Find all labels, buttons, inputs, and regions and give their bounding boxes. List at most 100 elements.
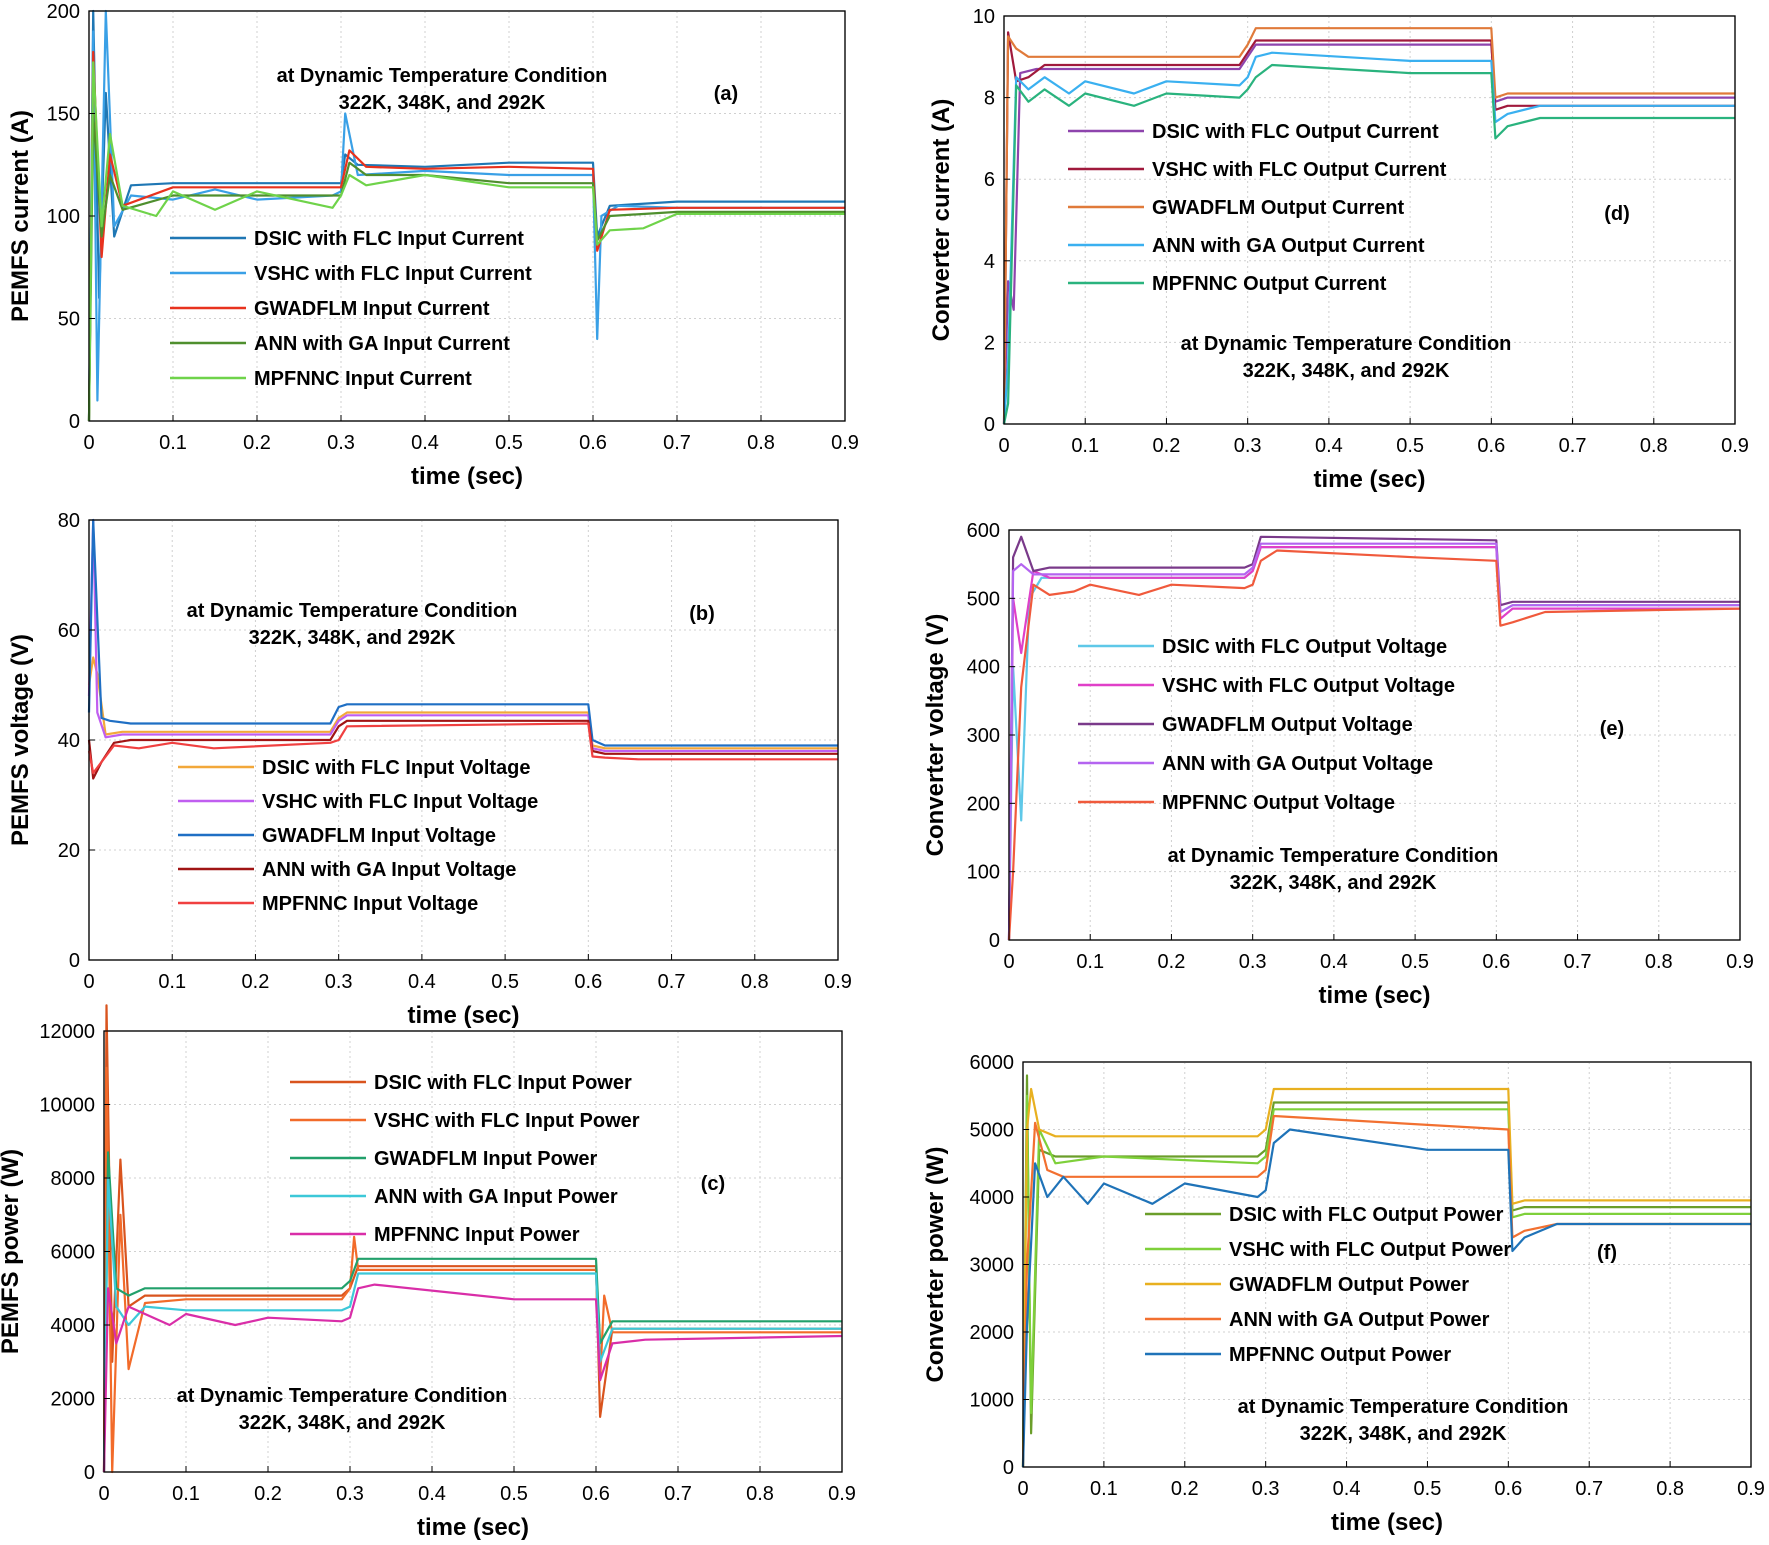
legend-entry: ANN with GA Output Power xyxy=(1229,1309,1490,1331)
annotation-line: 322K, 348K, and 292K xyxy=(1243,360,1450,382)
panel-label: (a) xyxy=(714,83,738,105)
y-tick-label: 2000 xyxy=(970,1322,1015,1344)
y-tick-label: 100 xyxy=(47,206,80,228)
x-tick-label: 0.8 xyxy=(747,432,775,454)
x-tick-label: 0.8 xyxy=(1640,435,1668,457)
legend-entry: DSIC with FLC Input Voltage xyxy=(262,757,531,779)
series-line-5 xyxy=(1002,63,1735,425)
x-tick-label: 0.2 xyxy=(254,1483,282,1505)
series-line-4 xyxy=(87,112,845,422)
y-axis-label: Converter current (A) xyxy=(928,99,955,342)
x-tick-label: 0.2 xyxy=(1158,951,1186,973)
panel-label: (b) xyxy=(689,603,715,625)
annotation-line: 322K, 348K, and 292K xyxy=(339,92,546,114)
x-tick-label: 0.3 xyxy=(336,1483,364,1505)
x-tick-label: 0.3 xyxy=(1239,951,1267,973)
x-axis-label: time (sec) xyxy=(1331,1509,1443,1536)
legend-entry: DSIC with FLC Output Current xyxy=(1152,121,1439,143)
y-tick-label: 8000 xyxy=(51,1168,96,1190)
x-tick-label: 0.6 xyxy=(1494,1478,1522,1500)
legend-entry: ANN with GA Input Current xyxy=(254,333,510,355)
y-tick-label: 300 xyxy=(967,725,1000,747)
legend-entry: ANN with GA Input Voltage xyxy=(262,859,516,881)
y-tick-label: 6000 xyxy=(970,1052,1015,1074)
annotation-line: 322K, 348K, and 292K xyxy=(249,627,456,649)
chart-panel-b: 0 0.1 0.2 0.3 0.4 0.5 0.6 0.7 0.8 0.9 0 20 40 60 80 tim… xyxy=(7,510,852,1029)
y-tick-label: 0 xyxy=(69,950,80,972)
x-tick-label: 0.1 xyxy=(172,1483,200,1505)
y-tick-label: 200 xyxy=(967,793,1000,815)
y-axis-label: PEMFS power (W) xyxy=(0,1149,24,1354)
x-tick-label: 0.5 xyxy=(1414,1478,1442,1500)
chart-panel-f: 0 0.1 0.2 0.3 0.4 0.5 0.6 0.7 0.8 0.9 0 1000 2000 300… xyxy=(922,1052,1765,1536)
panel-label: (e) xyxy=(1600,718,1624,740)
y-tick-label: 4000 xyxy=(51,1315,96,1337)
legend-entry: VSHC with FLC Output Power xyxy=(1229,1239,1511,1261)
chart-panel-d: 0 0.1 0.2 0.3 0.4 0.5 0.6 0.7 0.8 0.9 0 2 4 6 8 10 time … xyxy=(928,6,1749,493)
annotation-line: at Dynamic Temperature Condition xyxy=(1168,845,1499,867)
x-tick-label: 0.4 xyxy=(1315,435,1343,457)
legend: DSIC with FLC Output Power VSHC with FLC … xyxy=(1145,1204,1511,1366)
x-axis-label: time (sec) xyxy=(1318,982,1430,1009)
x-tick-label: 0.7 xyxy=(1564,951,1592,973)
series-line-3 xyxy=(1002,27,1735,425)
plot-border xyxy=(1003,15,1736,425)
legend-entry: MPFNNC Input Power xyxy=(374,1224,580,1246)
chart-panel-a: 0 0.1 0.2 0.3 0.4 0.5 0.6 0.7 0.8 0.9 0 50 100 150 200… xyxy=(7,1,859,490)
y-tick-label: 6000 xyxy=(51,1242,96,1264)
y-tick-label: 0 xyxy=(84,1462,95,1484)
x-tick-label: 0.8 xyxy=(746,1483,774,1505)
x-tick-label: 0.3 xyxy=(325,971,353,993)
y-tick-label: 5000 xyxy=(970,1120,1015,1142)
legend: DSIC with FLC Input Power VSHC with FLC I… xyxy=(290,1072,640,1246)
legend-entry: MPFNNC Output Current xyxy=(1152,273,1387,295)
legend: DSIC with FLC Output Voltage VSHC with FL… xyxy=(1078,636,1455,814)
y-axis-label: PEMFS current (A) xyxy=(7,110,34,322)
y-tick-label: 80 xyxy=(58,510,80,532)
x-tick-label: 0.5 xyxy=(495,432,523,454)
series-line-4 xyxy=(1021,1114,1751,1468)
annotation-line: 322K, 348K, and 292K xyxy=(1230,872,1437,894)
legend-entry: MPFNNC Output Power xyxy=(1229,1344,1451,1366)
x-tick-label: 0.1 xyxy=(159,432,187,454)
x-tick-label: 0.4 xyxy=(411,432,439,454)
annotation-line: at Dynamic Temperature Condition xyxy=(1181,333,1512,355)
legend-entry: MPFNNC Input Voltage xyxy=(262,893,478,915)
y-axis-label: Converter power (W) xyxy=(922,1146,949,1382)
chart-panel-e: 0 0.1 0.2 0.3 0.4 0.5 0.6 0.7 0.8 0.9 0 100 200 300 40… xyxy=(922,520,1754,1009)
x-tick-label: 0.5 xyxy=(1401,951,1429,973)
x-tick-label: 0.6 xyxy=(579,432,607,454)
series-line-5 xyxy=(1021,1128,1751,1468)
panel-label: (d) xyxy=(1604,203,1630,225)
legend-entry: GWADFLM Input Current xyxy=(254,298,490,320)
y-tick-label: 100 xyxy=(967,862,1000,884)
x-tick-label: 0.7 xyxy=(1575,1478,1603,1500)
x-tick-label: 0.7 xyxy=(663,432,691,454)
series-line-3 xyxy=(87,518,838,747)
y-tick-label: 0 xyxy=(989,930,1000,952)
y-tick-label: 6 xyxy=(984,169,995,191)
x-tick-label: 0.9 xyxy=(1726,951,1754,973)
legend-entry: MPFNNC Input Current xyxy=(254,368,472,390)
y-tick-label: 3000 xyxy=(970,1255,1015,1277)
legend: DSIC with FLC Input Voltage VSHC with FLC… xyxy=(178,757,538,915)
y-tick-label: 50 xyxy=(58,309,80,331)
y-tick-label: 4000 xyxy=(970,1187,1015,1209)
legend-entry: VSHC with FLC Output Voltage xyxy=(1162,675,1455,697)
legend-entry: GWADFLM Output Power xyxy=(1229,1274,1469,1296)
x-tick-label: 0 xyxy=(83,432,94,454)
x-tick-label: 0.6 xyxy=(1482,951,1510,973)
x-axis-label: time (sec) xyxy=(411,463,523,490)
x-tick-label: 0 xyxy=(83,971,94,993)
x-tick-label: 0 xyxy=(98,1483,109,1505)
x-tick-label: 0.9 xyxy=(1737,1478,1765,1500)
y-tick-label: 2 xyxy=(984,332,995,354)
x-tick-label: 0.7 xyxy=(664,1483,692,1505)
legend-entry: VSHC with FLC Input Voltage xyxy=(262,791,538,813)
legend-entry: GWADFLM Output Current xyxy=(1152,197,1405,219)
x-tick-label: 0.8 xyxy=(1656,1478,1684,1500)
annotation-line: 322K, 348K, and 292K xyxy=(239,1412,446,1434)
x-tick-label: 0.9 xyxy=(1721,435,1749,457)
legend-entry: GWADFLM Output Voltage xyxy=(1162,714,1413,736)
